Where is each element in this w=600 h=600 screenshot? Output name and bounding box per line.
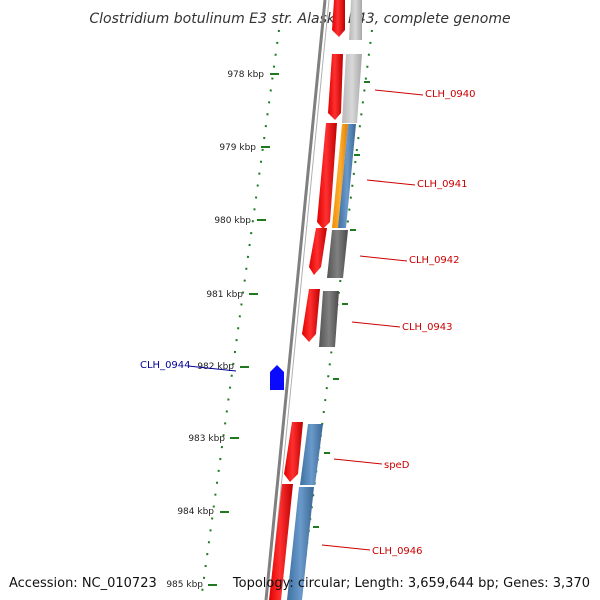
gene-label-clh-0940: CLH_0940 <box>425 89 476 100</box>
forward-gene-arrow <box>269 484 293 600</box>
annotation-bars <box>287 0 362 600</box>
annotation-bar <box>342 54 362 123</box>
kbp-label: 985 kbp <box>166 580 203 590</box>
callout-line <box>333 458 383 465</box>
genome-backbone <box>264 0 327 600</box>
kbp-label: 984 kbp <box>177 507 214 517</box>
forward-gene-arrow <box>317 123 337 229</box>
annotation-bar <box>300 424 323 485</box>
annotation-bar <box>287 487 314 600</box>
genome-title: Clostridium botulinum E3 str. Alaska E43… <box>89 11 510 27</box>
kbp-label: 979 kbp <box>219 143 256 153</box>
forward-gene-arrow <box>302 289 320 342</box>
annotation-bar <box>349 0 362 40</box>
callout-lines <box>187 89 424 551</box>
callout-line <box>321 544 371 551</box>
forward-genes <box>269 0 345 600</box>
annotation-bar <box>327 230 348 278</box>
forward-gene-arrow <box>284 422 303 482</box>
kbp-label: 980 kbp <box>214 216 251 226</box>
gene-label-clh-0943: CLH_0943 <box>402 322 453 333</box>
forward-gene-arrow <box>332 0 345 37</box>
genome-backbone-edge <box>269 0 330 600</box>
callout-line <box>374 89 424 96</box>
callout-line <box>187 365 237 372</box>
genome-summary-text: Topology: circular; Length: 3,659,644 bp… <box>232 576 590 591</box>
scale-labels: 978 kbp 979 kbp 980 kbp 981 kbp 982 kbp … <box>166 70 264 590</box>
scale-ticks <box>208 73 279 586</box>
kbp-label: 982 kbp <box>197 362 234 372</box>
callout-line <box>359 255 408 262</box>
forward-gene-arrow <box>309 228 327 275</box>
gene-label-clh-0944: CLH_0944 <box>140 360 191 371</box>
gene-labels: CLH_0940 CLH_0941 CLH_0942 CLH_0943 CLH_… <box>140 89 476 557</box>
kbp-label: 983 kbp <box>188 434 225 444</box>
callout-line <box>351 321 401 328</box>
kbp-label: 978 kbp <box>227 70 264 80</box>
forward-gene-arrow <box>328 54 343 120</box>
annotation-bar <box>338 124 356 228</box>
kbp-label: 981 kbp <box>206 290 243 300</box>
annotation-bar <box>332 124 348 228</box>
outer-ticks <box>313 81 370 528</box>
gene-label-clh-0946: CLH_0946 <box>372 546 423 557</box>
annotation-bar <box>319 291 339 347</box>
gene-label-clh-0942: CLH_0942 <box>409 255 460 266</box>
accession-text: Accession: NC_010723 <box>9 576 157 591</box>
callout-line <box>366 179 416 186</box>
gene-label-clh-0941: CLH_0941 <box>417 179 468 190</box>
gene-label-sped: speD <box>384 460 410 471</box>
reverse-gene-arrow <box>270 365 284 390</box>
